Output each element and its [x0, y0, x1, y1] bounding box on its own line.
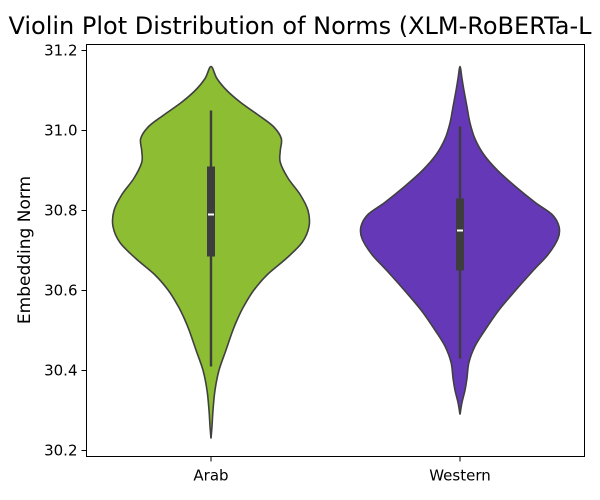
- y-tick-label: 30.4: [44, 362, 77, 380]
- violins-layer: [111, 65, 561, 439]
- y-axis-title: Embedding Norm: [15, 176, 35, 324]
- x-tick-label-arab: Arab: [193, 467, 228, 485]
- iqr-box-western: [456, 198, 464, 271]
- y-tick-label: 30.2: [44, 442, 77, 460]
- violin-western: [359, 65, 561, 415]
- y-tick-label: 30.8: [44, 202, 77, 220]
- violin-arab: [111, 65, 311, 439]
- chart-title: Violin Plot Distribution of Norms (XLM-R…: [8, 12, 592, 40]
- x-axis: Arab Western: [193, 456, 491, 485]
- y-tick-label: 30.6: [44, 282, 77, 300]
- iqr-box-arab: [207, 166, 215, 257]
- y-tick-label: 31.0: [44, 122, 77, 140]
- x-tick-label-western: Western: [429, 467, 491, 485]
- y-tick-label: 31.2: [44, 42, 77, 60]
- plot-frame: [86, 44, 585, 457]
- y-axis: 30.2 30.4 30.6 30.8 31.0 31.2: [44, 42, 87, 460]
